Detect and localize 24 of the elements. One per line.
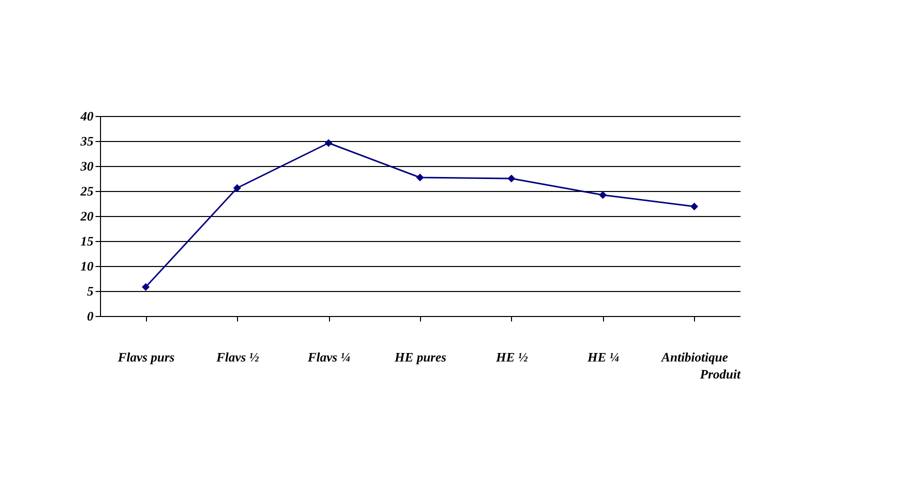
point [416, 174, 424, 182]
y-tick-label: 5 [87, 284, 94, 298]
point [233, 184, 242, 192]
y-tick-label: 30 [80, 158, 94, 174]
y-tick-label: 35 [80, 134, 94, 148]
y-tick-label: 10 [80, 258, 94, 274]
point [508, 174, 516, 182]
x-tick-label: HE ¼ [586, 350, 620, 364]
point [142, 283, 150, 291]
y-tick-label: 25 [80, 184, 94, 198]
point [690, 202, 698, 210]
x-tick-label: Flavs ½ [215, 350, 260, 364]
x-tick-label: Flavs ¼ [306, 350, 351, 364]
point [324, 139, 332, 147]
x-tick-label: Flavs purs [116, 350, 175, 364]
x-tick-label: HE ½ [495, 350, 528, 364]
y-tick-label: 15 [80, 234, 94, 248]
y-tick-label: 0 [87, 308, 94, 324]
x-axis-title: Produit [700, 366, 741, 382]
point [598, 191, 607, 199]
x-tick-label: HE pures [394, 350, 446, 364]
y-tick-label: 20 [80, 208, 94, 224]
x-tick-label: Antibiotique [660, 350, 728, 364]
y-tick-label: 40 [80, 108, 94, 124]
